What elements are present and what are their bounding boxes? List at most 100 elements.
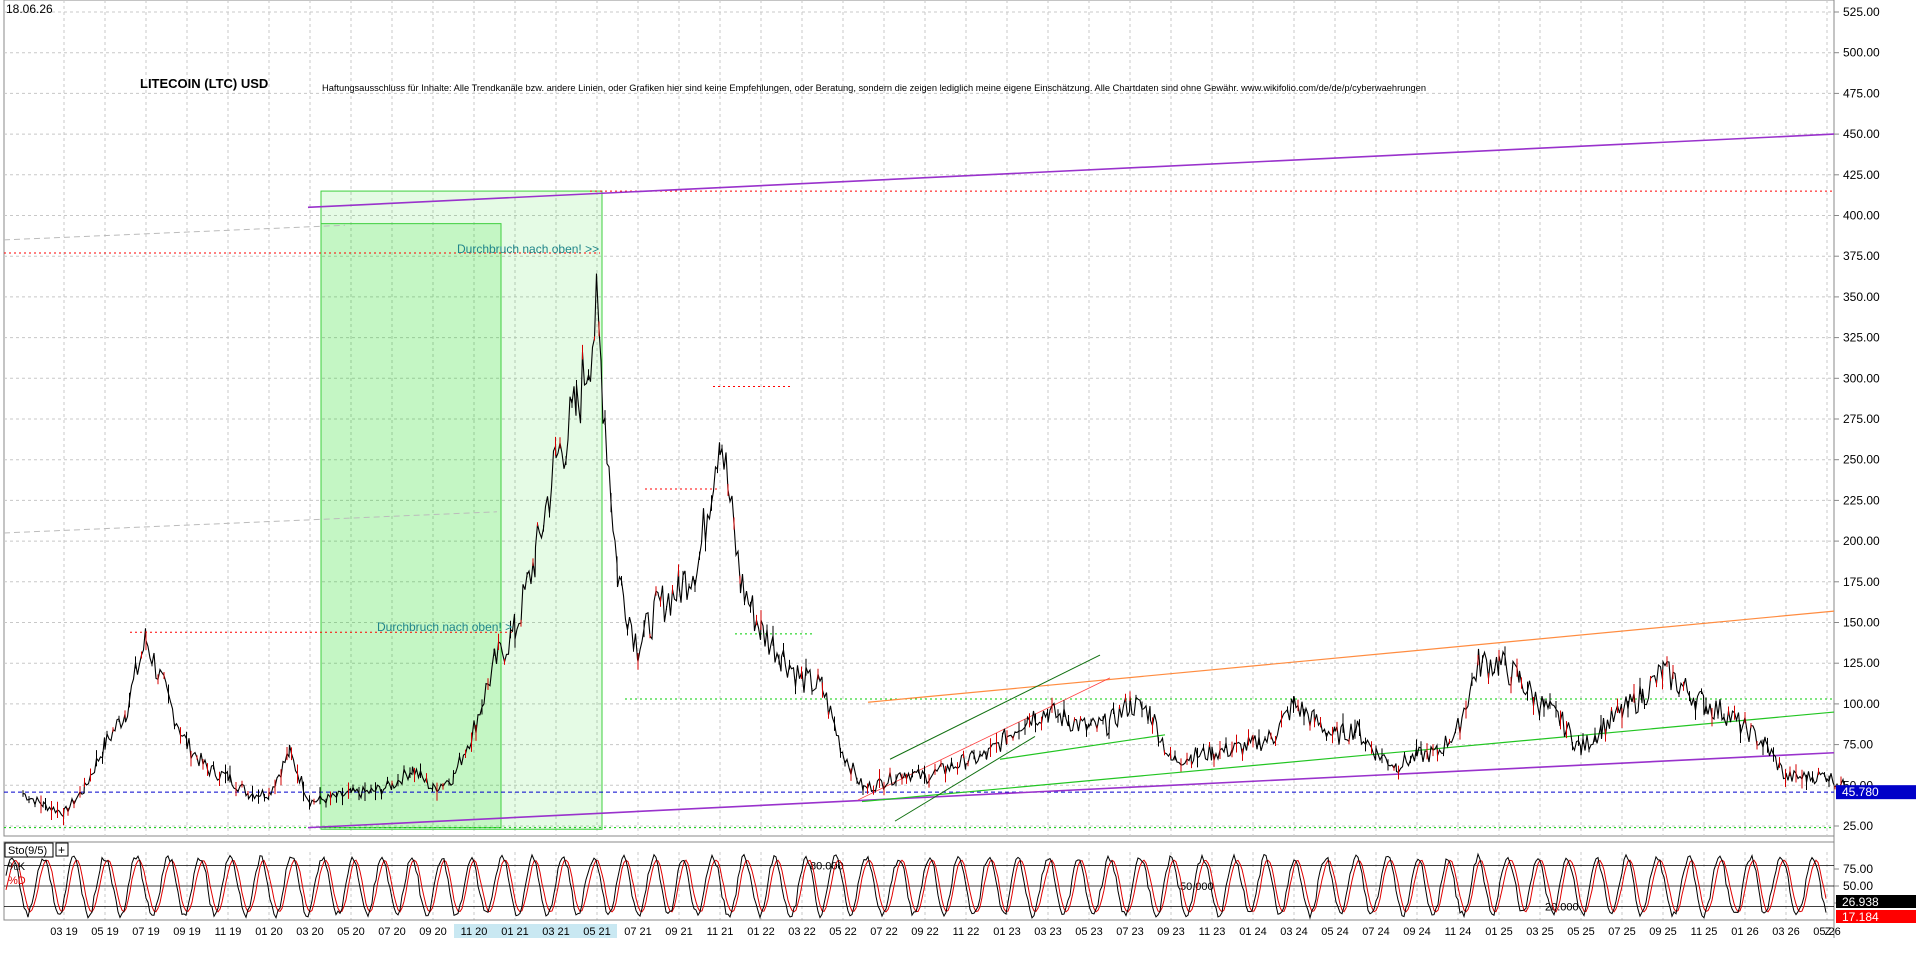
y-tick-label: 525.00 [1843,5,1880,19]
x-tick-label: 01 23 [993,926,1021,938]
y-tick-label: 400.00 [1843,209,1880,223]
price-panel-frame [3,0,1835,837]
stoch-k-line [5,852,1827,920]
trend-line [307,133,1835,209]
axes: 25.00 50.00 75.00 100.00 125.00 150.00 175.00 2… [50,5,1916,938]
stoch-d-legend: %D [8,875,26,887]
x-tick-label: 03 26 [1772,926,1800,938]
y-tick-label: 225.00 [1843,493,1880,507]
y-tick-label: 475.00 [1843,86,1880,100]
x-tick-label: 05 23 [1075,926,1103,938]
x-tick-label: 07 21 [624,926,652,938]
stoch-level-label: 20.000 [1545,901,1579,913]
y-tick-label: 500.00 [1843,46,1880,60]
x-tick-label: 05 20 [337,926,365,938]
x-tick-label: 07 25 [1608,926,1636,938]
stoch-y-tick-label: 50.00 [1843,879,1873,893]
y-tick-label: 300.00 [1843,371,1880,385]
x-tick-label: 07 19 [132,926,160,938]
x-tick-label: 11 22 [953,926,980,938]
stoch-d-last-box [1836,910,1916,923]
y-tick-label: 375.00 [1843,249,1880,263]
y-tick-label: 25.00 [1843,819,1873,833]
y-tick-label: 450.00 [1843,127,1880,141]
chart-title: LITECOIN (LTC) USD [140,76,268,91]
y-tick-label: 150.00 [1843,616,1880,630]
price-series [22,273,1860,826]
y-tick-label: 250.00 [1843,453,1880,467]
x-tick-label: 07 24 [1362,926,1390,938]
x-tick-label: 01 24 [1239,926,1267,938]
breakout-annotation-lower: Durchbruch nach oben! > [377,620,512,634]
x-tick-label: 03 20 [296,926,324,938]
x-tick-label: 03 24 [1280,926,1308,938]
x-tick-label: 01 20 [255,926,283,938]
trend-line [3,511,498,534]
x-tick-label: 05 21 [583,926,611,938]
x-tick-label: 07 23 [1116,926,1144,938]
x-tick-label: 03 23 [1034,926,1062,938]
last-price-label: 45.780 [1842,785,1879,799]
x-tick-label: 11 19 [215,926,242,938]
trend-line [867,610,1835,703]
x-tick-label: 05 24 [1321,926,1349,938]
x-tick-label: Z [1825,926,1832,938]
breakout-box-small [320,223,502,829]
last-price-box [1836,785,1916,800]
stoch-title-box [4,842,54,858]
trend-line [894,736,1036,822]
x-tick-label: 05 25 [1567,926,1595,938]
stoch-k-last-label: 26.938 [1842,895,1879,909]
x-tick-label: 11 24 [1445,926,1472,938]
y-tick-label: 200.00 [1843,534,1880,548]
x-tick-label: 03 21 [542,926,570,938]
stoch-panel-frame [3,841,1835,921]
stoch-level-label: 80.000 [810,861,844,873]
stochastic-panel: 25.0050.0075.0080.00050.00020.000Sto(9/5… [3,841,1916,924]
y-tick-label: 100.00 [1843,697,1880,711]
x-tick-label: 01 26 [1731,926,1759,938]
trend-line [3,224,346,241]
x-tick-label: 11 21 [707,926,734,938]
y-tick-label: 175.00 [1843,575,1880,589]
plus-icon: + [58,843,65,857]
x-axis-highlight [454,924,617,938]
y-tick-label: 125.00 [1843,656,1880,670]
x-tick-label: 09 20 [419,926,447,938]
x-tick-label: 07 20 [378,926,406,938]
stoch-k-legend: %K [8,861,26,873]
trend-line [889,654,1101,760]
y-tick-label: 75.00 [1843,738,1873,752]
y-tick-label: 350.00 [1843,290,1880,304]
y-tick-label: 325.00 [1843,331,1880,345]
x-tick-label: 07 22 [870,926,898,938]
stoch-d-last-label: 17.184 [1842,910,1879,924]
x-tick-label: 11 25 [1691,926,1718,938]
disclaimer-text: Haftungsausschluss für Inhalte: Alle Tre… [322,83,1426,93]
trend-line [307,751,1835,829]
stoch-k-last-box [1836,895,1916,908]
x-tick-label: 05 19 [91,926,119,938]
trend-line [857,677,1111,801]
x-tick-label: 03 19 [50,926,78,938]
x-tick-label: 09 24 [1403,926,1431,938]
x-tick-label: 05 22 [829,926,857,938]
y-tick-label: 275.00 [1843,412,1880,426]
x-tick-label: 01 22 [747,926,775,938]
x-tick-label: 01 25 [1485,926,1513,938]
x-tick-label: 09 25 [1649,926,1677,938]
x-tick-label: 11 23 [1199,926,1226,938]
trend-line [999,734,1166,760]
x-tick-label: 05 26 [1813,926,1841,938]
x-tick-label: 09 22 [911,926,939,938]
x-tick-label: 09 23 [1157,926,1185,938]
x-tick-label: 09 19 [173,926,201,938]
breakout-box-large [320,190,603,830]
breakout-annotation-upper: Durchbruch nach oben! >> [457,242,599,256]
x-tick-label: 09 21 [665,926,693,938]
trend-line [861,711,1835,803]
y-tick-label: 425.00 [1843,168,1880,182]
x-tick-label: 01 21 [501,926,529,938]
